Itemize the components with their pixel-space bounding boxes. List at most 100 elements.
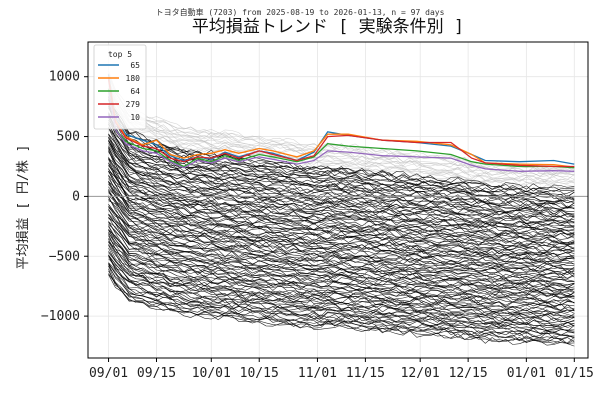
background-series-line [108, 230, 575, 307]
background-series-line [108, 75, 575, 172]
y-tick-label: 0 [72, 189, 80, 204]
background-series-line [108, 134, 575, 223]
background-series-line [108, 77, 575, 175]
background-series-line [108, 273, 575, 347]
series-line-64[interactable] [107, 88, 575, 169]
y-tick-label: −500 [49, 249, 80, 264]
series-line-180[interactable] [107, 76, 575, 168]
background-series-line [108, 156, 575, 247]
background-series-line [108, 206, 575, 286]
background-series-line [108, 254, 575, 329]
background-series-line [108, 158, 575, 247]
x-axis: 09/01 09/15 10/01 10/15 11/01 11/15 12/01 12/15… [89, 358, 594, 381]
y-tick-label: 500 [57, 130, 80, 145]
background-series-line [108, 274, 575, 346]
background-series-line [108, 94, 575, 192]
background-series-line [108, 256, 575, 333]
background-series-line [108, 157, 575, 244]
background-series-line [108, 192, 575, 273]
background-series-line [108, 119, 575, 210]
background-series-line [108, 136, 575, 223]
background-series-line [108, 116, 575, 211]
background-series-line [108, 178, 575, 260]
legend-label: 180 [126, 74, 141, 83]
background-series-line [108, 106, 575, 202]
x-tick-label: 09/15 [137, 366, 176, 381]
background-series-line [108, 217, 575, 294]
background-series-line [108, 232, 575, 311]
y-axis: 1000 500 0 −500 −1000 [41, 70, 88, 324]
background-series-line [108, 182, 575, 267]
background-series-line [108, 151, 575, 240]
background-series-line [108, 96, 575, 193]
x-tick-label: 11/01 [298, 366, 337, 381]
background-series-line [108, 147, 575, 239]
background-series-line [108, 124, 575, 217]
background-series-line [108, 136, 575, 228]
background-series-line [108, 235, 575, 313]
background-series-line [108, 198, 575, 278]
background-series-line [108, 200, 575, 280]
background-series-line [108, 216, 575, 297]
background-series-line [108, 145, 575, 231]
background-series-line [108, 217, 575, 297]
background-series-line [108, 133, 575, 222]
background-series-line [108, 139, 575, 230]
background-series-line [108, 171, 575, 258]
x-tick-label: 12/01 [401, 366, 440, 381]
background-series-line [108, 81, 575, 180]
y-axis-label: 平均損益 [ 円/株 ] [16, 145, 31, 270]
x-tick-label: 10/15 [240, 366, 279, 381]
background-series-line [108, 206, 575, 283]
background-series-line [108, 103, 575, 198]
background-series-line [108, 164, 575, 251]
legend-label: 64 [130, 87, 140, 96]
background-series-line [108, 123, 575, 215]
background-series-line [108, 83, 575, 181]
background-series-line [108, 138, 575, 224]
background-series-line [108, 146, 575, 236]
background-series-line [108, 141, 575, 233]
y-tick-label: −1000 [41, 309, 80, 324]
x-tick-label: 01/15 [555, 366, 594, 381]
top-series-group [107, 74, 575, 172]
background-series-line [108, 158, 575, 245]
background-series-line [108, 181, 575, 264]
legend-box [93, 44, 147, 130]
series-line-279[interactable] [107, 78, 575, 168]
background-series-group [108, 70, 575, 347]
series-line-10[interactable] [107, 90, 575, 172]
y-tick-label: 1000 [49, 70, 80, 85]
background-series-line [108, 93, 575, 190]
legend-label: 10 [130, 113, 140, 122]
background-series-line [108, 207, 575, 288]
x-tick-label: 12/15 [449, 366, 488, 381]
x-tick-label: 09/01 [89, 366, 128, 381]
background-series-line [108, 168, 575, 255]
background-series-line [108, 91, 575, 185]
background-series-line [108, 225, 575, 302]
background-series-line [108, 89, 575, 189]
background-series-line [108, 190, 575, 274]
legend[interactable]: top 5 65 180 64 279 10 [93, 44, 147, 130]
background-series-line [108, 251, 575, 323]
background-series-line [108, 98, 575, 195]
background-series-line [108, 221, 575, 298]
background-series-line [108, 126, 575, 218]
background-series-line [108, 268, 575, 344]
chart-title: 平均損益トレンド [ 実験条件別 ] [192, 17, 464, 37]
background-series-line [108, 196, 575, 279]
background-series-line [108, 181, 575, 264]
legend-label: 279 [126, 100, 141, 109]
background-series-line [108, 240, 575, 319]
legend-label: 65 [130, 61, 140, 70]
legend-title: top 5 [108, 50, 132, 59]
plot-frame [87, 41, 589, 359]
x-tick-label: 01/01 [507, 366, 546, 381]
background-series-line [108, 244, 575, 322]
background-series-line [108, 143, 575, 235]
background-series-line [108, 195, 575, 276]
x-tick-label: 10/01 [192, 366, 231, 381]
x-tick-label: 11/15 [346, 366, 385, 381]
